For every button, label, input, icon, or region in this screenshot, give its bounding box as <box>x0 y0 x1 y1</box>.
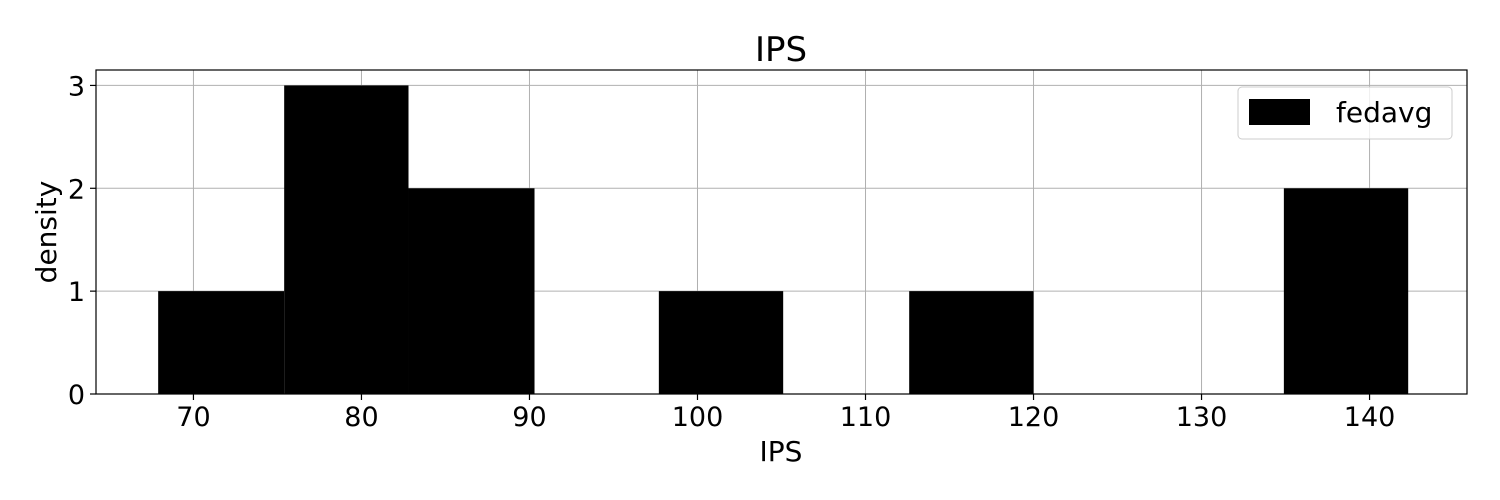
x-axis-label: IPS <box>760 435 803 468</box>
y-tick-label: 1 <box>68 277 85 308</box>
y-tick-label: 2 <box>68 174 85 205</box>
bars <box>158 85 1409 394</box>
chart-title: IPS <box>755 30 807 70</box>
legend: fedavg <box>1237 86 1453 140</box>
histogram-bar <box>1283 188 1409 394</box>
histogram-bar <box>909 291 1034 394</box>
legend-label: fedavg <box>1336 96 1432 129</box>
x-tick-label: 100 <box>672 402 724 433</box>
x-tick-label: 120 <box>1008 402 1060 433</box>
histogram-bar <box>658 291 784 394</box>
y-tick-label: 3 <box>68 71 85 102</box>
plot-frame <box>95 69 1468 395</box>
histogram-bar <box>284 85 409 394</box>
y-axis-label: density <box>30 181 63 284</box>
y-axis-ticks: 0 1 2 3 <box>68 71 96 411</box>
x-tick-label: 130 <box>1176 402 1228 433</box>
x-tick-label: 140 <box>1344 402 1396 433</box>
legend-swatch <box>1249 99 1310 125</box>
x-tick-label: 90 <box>512 402 546 433</box>
histogram-bar <box>158 291 285 394</box>
y-tick-label: 0 <box>68 380 85 411</box>
histogram-bar <box>408 188 535 394</box>
x-tick-label: 80 <box>344 402 378 433</box>
x-tick-label: 70 <box>176 402 210 433</box>
x-tick-label: 110 <box>840 402 892 433</box>
x-axis-ticks: 70 80 90 100 110 120 130 140 <box>176 394 1395 433</box>
